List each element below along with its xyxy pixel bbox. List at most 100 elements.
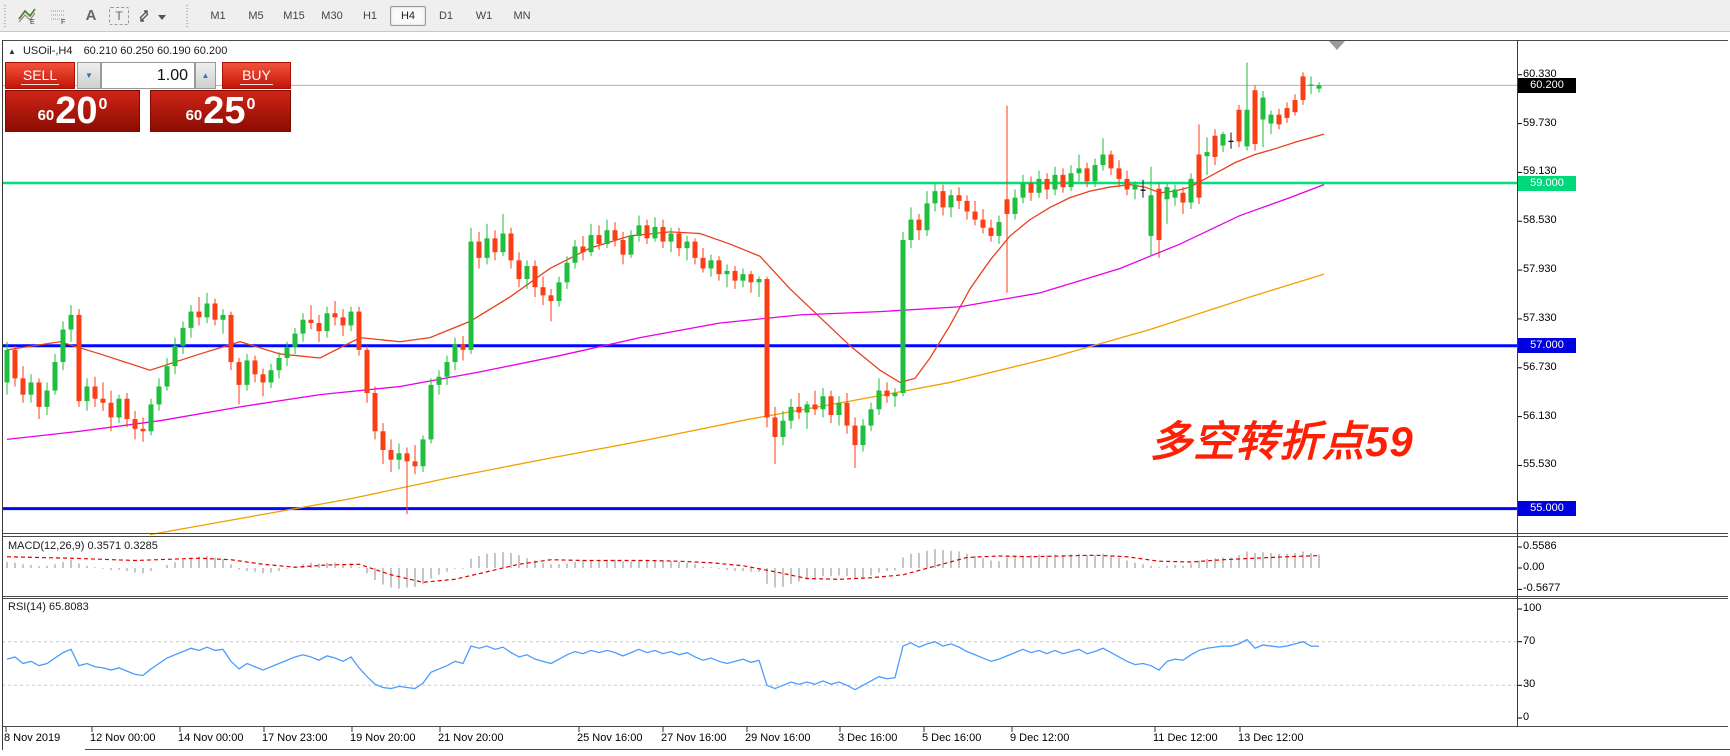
candle-body bbox=[1084, 168, 1090, 182]
candle-body bbox=[1244, 109, 1250, 147]
candle-body bbox=[884, 390, 890, 397]
candle-body bbox=[668, 233, 674, 242]
candle-body bbox=[100, 398, 106, 403]
candle-body bbox=[732, 270, 738, 281]
sell-button[interactable]: SELL bbox=[5, 62, 75, 89]
candle-body bbox=[940, 191, 946, 208]
candle-body bbox=[28, 382, 34, 395]
timeframe-button-h1[interactable]: H1 bbox=[362, 9, 378, 22]
candle-body bbox=[1052, 174, 1058, 190]
time-tick-label: 13 Dec 12:00 bbox=[1238, 732, 1304, 744]
candle-body bbox=[308, 319, 314, 324]
buy-quote-button[interactable]: 60 25 0 bbox=[150, 90, 291, 132]
candle-body bbox=[148, 404, 154, 432]
time-tick-label: 3 Dec 16:00 bbox=[838, 732, 898, 744]
timeframe-button-w1[interactable]: W1 bbox=[475, 9, 493, 22]
volume-input[interactable] bbox=[101, 62, 195, 89]
expert-grid-icon[interactable]: F bbox=[45, 3, 73, 29]
text-label-icon[interactable]: A bbox=[85, 7, 97, 24]
candle-body bbox=[852, 425, 858, 446]
candle-body bbox=[1132, 184, 1138, 190]
candle-body bbox=[988, 227, 994, 236]
buy-button[interactable]: BUY bbox=[222, 62, 291, 89]
candle-body bbox=[1012, 197, 1018, 214]
time-tick-label: 14 Nov 00:00 bbox=[178, 732, 244, 744]
time-tick-label: 5 Dec 16:00 bbox=[922, 732, 982, 744]
candle-body bbox=[916, 219, 922, 231]
macd-tick-label: -0.5677 bbox=[1523, 582, 1561, 595]
indicators-icon[interactable]: E bbox=[13, 3, 41, 29]
cursor-mode-icon[interactable] bbox=[133, 3, 173, 29]
text-box-icon[interactable]: T bbox=[109, 6, 129, 25]
price-badge: 57.000 bbox=[1518, 338, 1576, 354]
timeframe-button-m15[interactable]: M15 bbox=[283, 9, 305, 22]
panel-separator[interactable] bbox=[2, 598, 1728, 599]
candle-body bbox=[924, 203, 930, 231]
buy-price-sup: 0 bbox=[246, 96, 256, 113]
sell-price-small: 60 bbox=[37, 107, 55, 124]
candle-body bbox=[804, 404, 810, 413]
timeframe-button-d1[interactable]: D1 bbox=[438, 9, 454, 22]
candle-body bbox=[1284, 108, 1290, 118]
candle-body bbox=[1260, 97, 1266, 120]
candle-body bbox=[1236, 109, 1242, 142]
candle-body bbox=[44, 390, 50, 407]
panel-separator[interactable] bbox=[2, 536, 1728, 537]
toolbar-drag-handle[interactable] bbox=[3, 4, 8, 27]
rsi-tick-label: 100 bbox=[1523, 602, 1542, 614]
candle-body bbox=[676, 233, 682, 249]
candle-body bbox=[220, 314, 226, 320]
candle-body bbox=[1196, 154, 1202, 198]
bottom-subwindow-border bbox=[85, 749, 1730, 750]
candle-body bbox=[196, 311, 202, 318]
candle-body bbox=[1020, 183, 1026, 198]
candle-body bbox=[532, 266, 538, 288]
candle-body bbox=[740, 274, 746, 281]
price-badge: 60.200 bbox=[1518, 77, 1576, 93]
scroll-anchor-icon[interactable] bbox=[1329, 41, 1345, 50]
candle-body bbox=[812, 404, 818, 410]
panel-separator[interactable] bbox=[2, 533, 1728, 534]
candle-body bbox=[108, 402, 114, 418]
sell-quote-button[interactable]: 60 20 0 bbox=[5, 90, 140, 132]
candle-body bbox=[428, 384, 434, 440]
volume-increase-button[interactable]: ▲ bbox=[195, 62, 216, 89]
collapse-triangle-icon[interactable]: ▲ bbox=[8, 47, 16, 56]
timeframe-button-m1[interactable]: M1 bbox=[210, 9, 226, 22]
candle-body bbox=[316, 323, 322, 332]
svg-text:F: F bbox=[61, 19, 65, 25]
rsi-tick-label: 0 bbox=[1523, 711, 1530, 723]
candle-body bbox=[284, 347, 290, 359]
candle-body bbox=[1068, 173, 1074, 188]
timeframe-button-m30[interactable]: M30 bbox=[321, 9, 343, 22]
candle-body bbox=[724, 270, 730, 275]
candle-body bbox=[548, 295, 554, 302]
candle-body bbox=[908, 219, 914, 240]
rsi-tick-label: 70 bbox=[1523, 634, 1536, 647]
candle-body bbox=[124, 398, 130, 420]
candle-body bbox=[868, 409, 874, 426]
price-tick-label: 59.730 bbox=[1523, 116, 1557, 129]
candle-body bbox=[876, 390, 882, 410]
macd-label: MACD(12,26,9) 0.3571 0.3285 bbox=[8, 540, 158, 552]
panel-separator bbox=[2, 726, 1728, 727]
candle-body bbox=[900, 239, 906, 394]
timeframe-button-m5[interactable]: M5 bbox=[248, 9, 264, 22]
candle-body bbox=[980, 219, 986, 228]
candle-body bbox=[764, 279, 770, 418]
panel-separator[interactable] bbox=[2, 596, 1728, 597]
rsi-label: RSI(14) 65.8083 bbox=[8, 601, 89, 613]
toolbar-drag-handle[interactable] bbox=[185, 4, 190, 27]
candle-body bbox=[1116, 168, 1122, 179]
time-tick-label: 21 Nov 20:00 bbox=[438, 732, 504, 744]
candle-body bbox=[1148, 195, 1154, 236]
candle-body bbox=[244, 360, 250, 385]
candle-body bbox=[572, 246, 578, 263]
volume-decrease-button[interactable]: ▼ bbox=[77, 62, 101, 89]
candle-body bbox=[212, 303, 218, 320]
timeframe-button-h4[interactable]: H4 bbox=[390, 5, 426, 26]
rsi-line bbox=[6, 638, 1320, 691]
candle-body bbox=[660, 226, 666, 242]
timeframe-button-mn[interactable]: MN bbox=[513, 9, 531, 22]
